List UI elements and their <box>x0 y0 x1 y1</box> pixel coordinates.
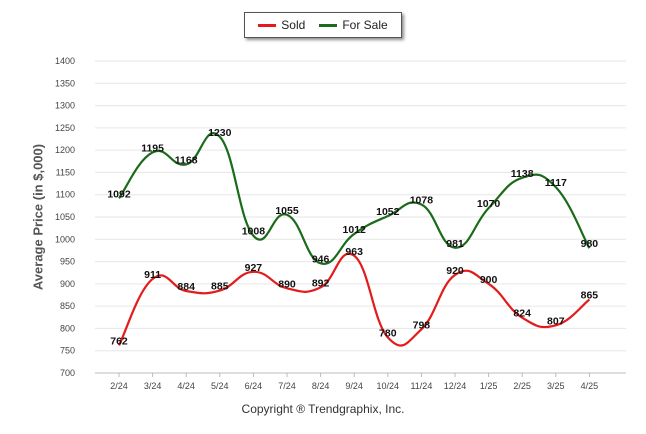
legend-label-for-sale: For Sale <box>342 18 388 32</box>
x-tick-label: 11/24 <box>410 381 432 391</box>
y-tick-label: 750 <box>60 346 75 356</box>
y-tick-label: 1000 <box>55 234 75 244</box>
data-label-for-sale: 1055 <box>275 205 299 217</box>
data-label-sold: 798 <box>413 319 431 331</box>
data-label-sold: 920 <box>446 265 464 277</box>
data-label-for-sale: 1052 <box>376 206 400 218</box>
legend: Sold For Sale <box>244 12 402 38</box>
x-tick-label: 2/25 <box>513 381 531 391</box>
data-label-sold: 911 <box>144 269 161 281</box>
gridlines <box>95 60 626 374</box>
data-label-sold: 963 <box>345 246 363 258</box>
x-tick-label: 3/24 <box>144 381 162 391</box>
data-label-for-sale: 1138 <box>511 168 534 180</box>
data-label-sold: 824 <box>513 308 531 320</box>
data-label-sold: 780 <box>379 327 397 339</box>
data-label-for-sale: 1117 <box>545 177 567 189</box>
y-tick-label: 850 <box>60 301 75 311</box>
data-label-for-sale: 1230 <box>208 127 232 139</box>
y-tick-label: 1250 <box>55 123 75 133</box>
series-line-sold <box>118 252 591 347</box>
legend-item-for-sale[interactable]: For Sale <box>319 18 388 32</box>
data-label-for-sale: 946 <box>312 253 330 265</box>
legend-swatch-sold <box>258 23 277 27</box>
data-label-for-sale: 1070 <box>477 198 501 210</box>
x-tick-label: 9/24 <box>345 381 363 391</box>
data-label-for-sale: 1195 <box>141 142 164 154</box>
y-tick-label: 700 <box>60 368 75 378</box>
data-label-for-sale: 1092 <box>107 188 131 200</box>
y-tick-label: 1150 <box>56 167 75 177</box>
data-label-sold: 865 <box>581 289 599 301</box>
legend-swatch-for-sale <box>319 23 338 27</box>
data-label-sold: 900 <box>480 274 498 286</box>
x-tick-label: 7/24 <box>278 381 296 391</box>
x-tick-label: 12/24 <box>444 381 467 391</box>
x-tick-label: 2/24 <box>110 381 128 391</box>
x-tick-label: 6/24 <box>245 381 263 391</box>
y-tick-label: 1300 <box>55 101 75 111</box>
y-tick-label: 950 <box>60 257 75 267</box>
data-label-for-sale: 981 <box>446 238 464 250</box>
legend-item-sold[interactable]: Sold <box>258 18 305 32</box>
data-label-for-sale: 980 <box>581 238 599 250</box>
y-axis-title: Average Price (in $,000) <box>30 143 46 291</box>
data-label-for-sale: 1008 <box>242 226 266 238</box>
data-label-for-sale: 1168 <box>175 154 198 166</box>
x-tick-label: 4/25 <box>581 381 599 391</box>
data-label-sold: 892 <box>312 277 330 289</box>
x-axis-ticks: 2/24 3/24 4/24 5/24 6/24 7/24 8/24 9/24 10/24 11/… <box>110 373 598 391</box>
data-label-sold: 890 <box>278 278 296 290</box>
data-label-sold: 927 <box>245 262 263 274</box>
x-tick-label: 4/24 <box>177 381 195 391</box>
x-tick-label: 3/25 <box>547 381 565 391</box>
data-labels: 762 911 884 885 927 890 892 963 780 798 920 900 824 8… <box>107 127 598 348</box>
x-tick-label: 8/24 <box>312 381 330 391</box>
x-tick-label: 5/24 <box>211 381 229 391</box>
series-line-for-sale <box>118 132 591 265</box>
copyright-text: Copyright ® Trendgraphix, Inc. <box>241 402 405 416</box>
y-tick-label: 1200 <box>55 145 75 155</box>
data-label-for-sale: 1012 <box>343 224 367 236</box>
legend-label-sold: Sold <box>281 18 306 32</box>
data-label-sold: 884 <box>177 281 195 293</box>
data-label-sold: 885 <box>211 281 229 293</box>
x-tick-label: 1/25 <box>480 381 498 391</box>
data-label-for-sale: 1078 <box>410 195 434 207</box>
series-lines <box>118 132 591 347</box>
y-tick-label: 900 <box>60 279 75 289</box>
y-tick-label: 1100 <box>56 190 75 200</box>
y-axis-ticks: 700 750 800 850 900 950 1000 1050 1100 1150 1200 12… <box>55 56 75 378</box>
y-tick-label: 1050 <box>55 212 75 222</box>
data-label-sold: 762 <box>110 335 128 347</box>
x-tick-label: 10/24 <box>377 381 400 391</box>
y-tick-label: 1400 <box>55 56 75 66</box>
y-tick-label: 1350 <box>55 78 75 88</box>
y-tick-label: 800 <box>60 323 75 333</box>
data-label-sold: 807 <box>547 315 565 327</box>
